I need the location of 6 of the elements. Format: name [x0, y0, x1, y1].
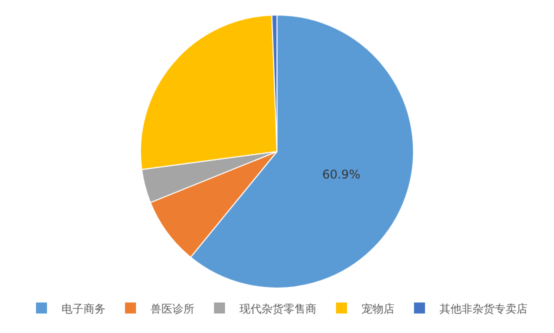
legend-label: 兽医诊所 [150, 302, 194, 316]
data-label: 60.9% [322, 167, 360, 182]
legend-label: 电子商务 [62, 302, 106, 316]
legend-label: 现代杂货零售商 [240, 302, 316, 316]
legend-label: 宠物店 [362, 302, 394, 316]
legend-label: 其他非杂货专卖店 [440, 302, 528, 316]
